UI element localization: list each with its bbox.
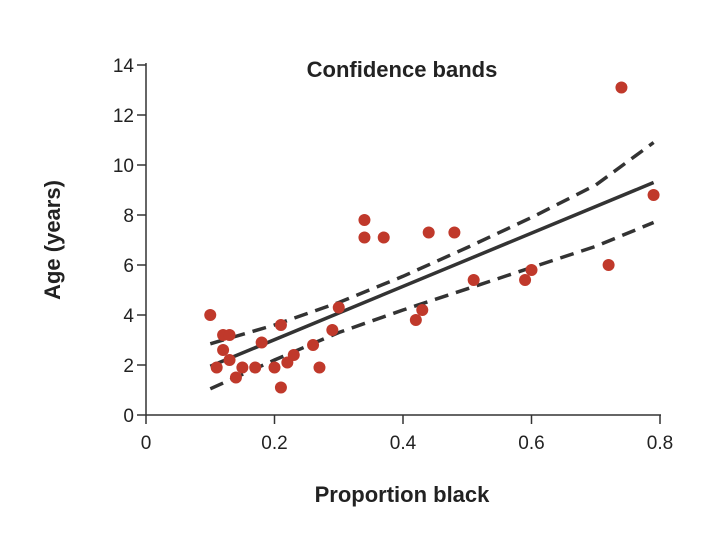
data-point bbox=[358, 231, 371, 244]
data-point bbox=[422, 226, 435, 239]
data-point bbox=[326, 324, 339, 336]
data-point bbox=[274, 381, 287, 394]
regression-line-group bbox=[209, 180, 655, 368]
upper-confidence-band bbox=[209, 141, 655, 346]
axes: 0 2 4 6 8 10 12 14 0 0.2 0.4 0.6 0.8 bbox=[113, 56, 673, 454]
data-point bbox=[332, 301, 345, 314]
data-point bbox=[409, 314, 422, 326]
data-point bbox=[223, 329, 236, 341]
lower-confidence-band bbox=[209, 220, 655, 391]
data-point bbox=[615, 81, 628, 94]
data-point bbox=[647, 189, 660, 201]
data-point bbox=[223, 354, 236, 366]
y-axis-title: Age (years) bbox=[40, 180, 65, 300]
data-point bbox=[307, 339, 320, 351]
data-point bbox=[416, 304, 429, 316]
data-point bbox=[448, 226, 461, 239]
data-point bbox=[358, 214, 371, 226]
y-tick-label: 6 bbox=[123, 256, 134, 277]
regression-line bbox=[209, 180, 655, 368]
y-tick-label: 14 bbox=[113, 56, 135, 77]
data-point bbox=[204, 309, 217, 321]
x-tick-label: 0.6 bbox=[518, 433, 544, 454]
data-point bbox=[217, 344, 230, 356]
data-point bbox=[467, 274, 480, 286]
data-point bbox=[377, 231, 390, 244]
y-tick-label: 10 bbox=[113, 156, 134, 177]
x-tick-label: 0.2 bbox=[261, 433, 287, 454]
data-point bbox=[525, 264, 538, 276]
data-point bbox=[236, 361, 249, 374]
y-tick-label: 12 bbox=[113, 106, 134, 127]
x-tick-label: 0.8 bbox=[647, 433, 673, 454]
y-tick-label: 2 bbox=[123, 356, 134, 377]
data-point bbox=[210, 361, 223, 374]
confidence-bands bbox=[209, 141, 655, 391]
data-point bbox=[229, 371, 242, 384]
data-point bbox=[313, 361, 326, 374]
y-tick-label: 0 bbox=[123, 406, 134, 427]
y-tick-label: 8 bbox=[123, 206, 134, 227]
data-point bbox=[274, 319, 287, 331]
chart-title: Confidence bands bbox=[307, 57, 498, 82]
data-points bbox=[204, 81, 660, 394]
data-point bbox=[287, 349, 300, 361]
data-point bbox=[519, 274, 532, 286]
x-tick-label: 0 bbox=[141, 433, 152, 454]
x-tick-label: 0.4 bbox=[390, 433, 417, 454]
data-point bbox=[249, 361, 262, 374]
x-axis-title: Proportion black bbox=[315, 482, 491, 507]
y-tick-label: 4 bbox=[123, 306, 134, 327]
data-point bbox=[255, 336, 268, 349]
data-point bbox=[268, 361, 281, 374]
data-point bbox=[602, 259, 615, 271]
